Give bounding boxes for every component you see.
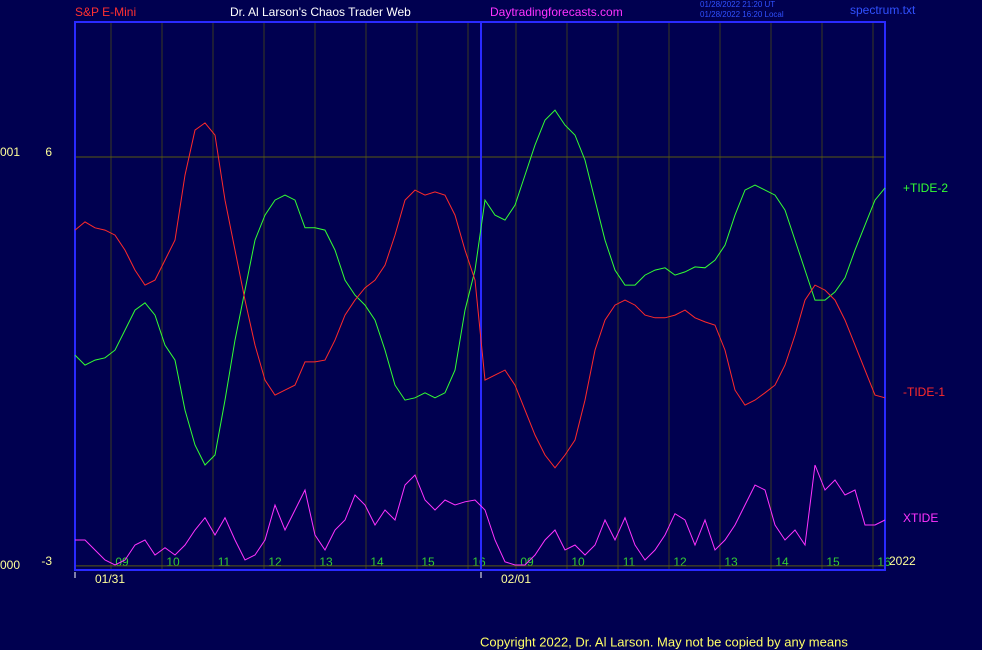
x-tick-label: 13 bbox=[319, 555, 333, 569]
series-line bbox=[74, 122, 886, 469]
x-tick-label: 14 bbox=[370, 555, 384, 569]
timestamp: 01/28/2022 21:20 UT bbox=[700, 0, 775, 9]
x-tick-label: 15 bbox=[421, 555, 435, 569]
legend-label: +TIDE-2 bbox=[903, 181, 948, 195]
x-tick-label: 11 bbox=[218, 555, 231, 569]
site: Daytradingforecasts.com bbox=[490, 5, 623, 19]
x-tick-label: 10 bbox=[166, 555, 180, 569]
file-name: spectrum.txt bbox=[850, 3, 916, 17]
date-label: 01/31 bbox=[95, 572, 125, 586]
x-tick-label: 12 bbox=[268, 555, 282, 569]
side-label: 001 bbox=[0, 145, 20, 159]
plot-border bbox=[74, 21, 886, 571]
y-tick-label: 6 bbox=[45, 145, 52, 159]
instrument: S&P E-Mini bbox=[75, 5, 136, 19]
x-tick-label: 12 bbox=[673, 555, 687, 569]
legend-label: -TIDE-1 bbox=[903, 385, 945, 399]
series-line bbox=[74, 109, 886, 466]
x-tick-label: 15 bbox=[826, 555, 840, 569]
side-label: 000 bbox=[0, 558, 20, 572]
x-tick-label: 16 bbox=[472, 555, 486, 569]
x-tick-label: 10 bbox=[571, 555, 585, 569]
y-tick-label: -3 bbox=[41, 554, 52, 568]
timestamp: 01/28/2022 16:20 Local bbox=[700, 10, 784, 19]
copyright: Copyright 2022, Dr. Al Larson. May not b… bbox=[480, 634, 848, 649]
x-tick-label: 14 bbox=[775, 555, 789, 569]
chart-title: Dr. Al Larson's Chaos Trader Web bbox=[230, 5, 411, 19]
date-label: 02/01 bbox=[501, 572, 531, 586]
series-line bbox=[75, 464, 886, 566]
year: 2022 bbox=[889, 554, 916, 568]
legend-label: XTIDE bbox=[903, 511, 938, 525]
x-tick-label: 13 bbox=[724, 555, 738, 569]
x-tick-label: 11 bbox=[623, 555, 636, 569]
